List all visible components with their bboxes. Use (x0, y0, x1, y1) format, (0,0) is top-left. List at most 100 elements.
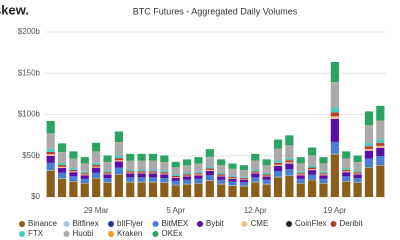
bar-segment (205, 149, 214, 157)
bar-segment (205, 168, 214, 170)
bar-segment (376, 164, 385, 166)
bar-segment (69, 171, 78, 173)
bar-segment (228, 181, 237, 185)
bar-segment (182, 179, 192, 184)
bar-segment (46, 121, 55, 134)
bar-segment (251, 160, 260, 170)
bar-segment (46, 170, 55, 197)
bar-segment (239, 170, 249, 177)
bar-segment (148, 171, 158, 173)
bar-segment (194, 178, 203, 183)
legend-marker (241, 221, 248, 227)
legend-label: Bybit (206, 219, 225, 228)
legend-marker (286, 221, 292, 227)
bar-segment (262, 172, 271, 175)
legend-label: bitFlyer (117, 219, 144, 228)
bar-segment (217, 176, 226, 180)
bar-segment (273, 139, 283, 149)
bar-segment (103, 172, 112, 174)
bar-segment (137, 182, 146, 197)
legend-label: BitMEX (162, 219, 189, 228)
bar-segment (160, 174, 169, 179)
legend-marker (19, 231, 25, 237)
bar-segment (114, 167, 123, 174)
bar-segment (228, 178, 237, 179)
bar-segment (364, 148, 374, 151)
bar-segment (114, 131, 123, 143)
y-tick-label: $100b (18, 110, 41, 119)
bar-segment (148, 182, 158, 197)
bar-segment (273, 160, 283, 163)
y-tick-label: $50b (22, 151, 40, 160)
bar-segment (103, 155, 112, 163)
bar-segment (182, 184, 192, 197)
bar-segment (342, 181, 351, 197)
bar-segment (353, 182, 362, 197)
bar-segment (57, 167, 67, 173)
bar-segment (262, 159, 271, 166)
bar-segment (194, 173, 203, 175)
bar-segment (330, 118, 339, 142)
bar-segment (137, 171, 146, 173)
bar-segment (330, 141, 339, 154)
bar-segment (262, 179, 271, 184)
bar-segment (148, 173, 158, 178)
bar-segment (160, 170, 169, 173)
bar-segment (160, 173, 169, 175)
bar-segment (364, 150, 374, 159)
bar-segment (251, 173, 260, 178)
bar-segment (262, 165, 271, 173)
bar-segment (92, 166, 101, 168)
bar-segment (228, 175, 237, 177)
bar-segment (137, 173, 146, 178)
bar-segment (296, 175, 305, 179)
bar-segment (239, 178, 249, 180)
bar-segment (182, 183, 192, 185)
bar-segment (239, 177, 249, 179)
legend-marker (108, 231, 114, 237)
bar-segment (273, 165, 283, 172)
bar-segment (251, 181, 260, 183)
bar-segment (69, 181, 78, 197)
bar-segment (182, 159, 192, 166)
bar-segment (330, 154, 339, 197)
bar-segment (80, 171, 89, 174)
x-tick-label: 5 Apr (166, 206, 185, 215)
bar-segment (92, 177, 101, 179)
bar-segment (319, 182, 328, 184)
bar-segment (126, 173, 135, 178)
bar-segment (296, 178, 305, 183)
bar-segment (273, 176, 283, 178)
bar-segment (376, 145, 385, 148)
bar-segment (364, 142, 374, 147)
legend-label: Huobi (73, 229, 94, 238)
bar-segment (171, 174, 180, 176)
bar-segment (80, 182, 89, 184)
bar-segment (330, 112, 339, 117)
bar-segment (182, 174, 192, 176)
bar-segment (92, 162, 101, 165)
bar-segment (217, 183, 226, 185)
bar-segment (273, 162, 283, 165)
bar-segment (126, 181, 135, 183)
bar-segment (376, 156, 385, 165)
bar-segment (103, 174, 112, 179)
bar-segment (57, 165, 67, 167)
bar-segment (308, 155, 317, 166)
bar-segment (376, 165, 385, 197)
bar-segment (273, 164, 283, 166)
bar-segment (69, 172, 78, 177)
legend-marker (19, 221, 25, 227)
bar-segment (239, 176, 249, 178)
bar-segment (114, 173, 123, 175)
bar-segment (308, 167, 317, 170)
bar-segment (137, 181, 146, 183)
bar-segment (114, 155, 123, 159)
bar-segment (319, 183, 328, 197)
bar-segment (285, 162, 294, 164)
bar-segment (114, 142, 123, 156)
legend-marker (108, 221, 114, 227)
bar-segment (353, 182, 362, 183)
bar-segment (80, 163, 89, 172)
